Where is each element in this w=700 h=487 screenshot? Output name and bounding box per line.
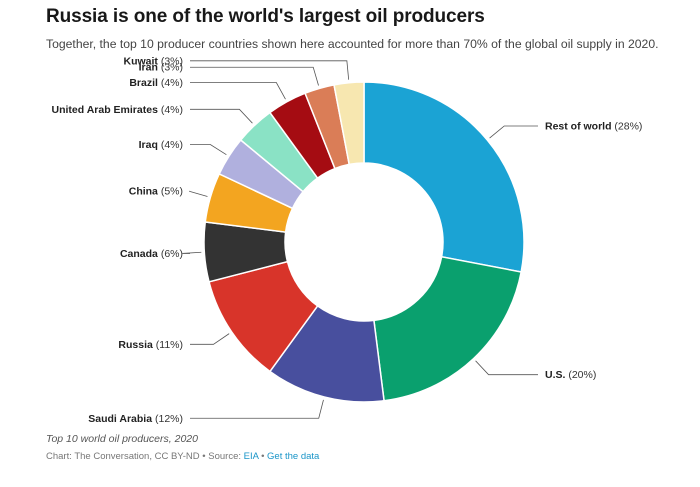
label-u-s: U.S. (20%)	[545, 369, 596, 381]
label-iraq: Iraq (4%)	[139, 139, 183, 151]
label-value-iran: (3%)	[161, 62, 183, 74]
label-value-canada: (6%)	[161, 248, 183, 260]
get-data-link[interactable]: Get the data	[267, 451, 320, 462]
donut-slices	[203, 81, 525, 403]
leader-line-china	[189, 190, 208, 197]
label-name-canada: Canada	[120, 248, 161, 260]
leader-line-u-s	[475, 360, 538, 376]
label-value-rest-of-world: (28%)	[614, 120, 642, 132]
label-value-u-s: (20%)	[568, 369, 596, 381]
leader-line-saudi-arabia	[190, 399, 324, 419]
label-name-brazil: Brazil	[129, 77, 161, 89]
label-russia: Russia (11%)	[118, 339, 183, 351]
label-saudi-arabia: Saudi Arabia (12%)	[88, 413, 183, 425]
label-name-iran: Iran	[139, 62, 161, 74]
donut-chart: Rest of world (28%) U.S. (20%) Saudi Arabi…	[52, 55, 643, 424]
slice-rest-of-world[interactable]	[363, 81, 525, 273]
credit-separator: •	[258, 451, 268, 462]
chart-credit: Chart: The Conversation, CC BY-ND • Sour…	[46, 451, 319, 462]
label-name-kuwait: Kuwait	[123, 55, 160, 67]
donut-labels: Rest of world (28%) U.S. (20%) Saudi Arabi…	[52, 55, 643, 424]
leader-line-rest-of-world	[489, 125, 538, 139]
leader-line-iraq	[190, 144, 227, 155]
label-name-saudi-arabia: Saudi Arabia	[88, 413, 155, 425]
slice-kuwait[interactable]	[333, 81, 365, 166]
source-link[interactable]: EIA	[243, 451, 259, 462]
leader-line-canada	[182, 251, 202, 254]
label-iran: Iran (3%)	[139, 62, 183, 74]
leader-line-brazil	[190, 82, 286, 100]
label-rest-of-world: Rest of world (28%)	[545, 120, 642, 132]
slice-u-s[interactable]	[373, 255, 523, 402]
label-name-iraq: Iraq	[139, 139, 161, 151]
label-name-united-arab-emirates: United Arab Emirates	[52, 104, 161, 116]
label-canada: Canada (6%)	[120, 248, 183, 260]
label-china: China (5%)	[129, 186, 183, 198]
label-name-china: China	[129, 186, 161, 198]
leader-line-iran	[190, 66, 319, 86]
label-name-rest-of-world: Rest of world	[545, 120, 614, 132]
chart-caption: Top 10 world oil producers, 2020	[46, 433, 198, 445]
leader-line-united-arab-emirates	[190, 108, 253, 124]
label-kuwait: Kuwait (3%)	[123, 55, 183, 67]
label-name-u-s: U.S.	[545, 369, 568, 381]
credit-text: Chart: The Conversation, CC BY-ND • Sour…	[46, 451, 244, 462]
label-value-united-arab-emirates: (4%)	[161, 104, 183, 116]
label-value-china: (5%)	[161, 186, 183, 198]
label-united-arab-emirates: United Arab Emirates (4%)	[52, 104, 183, 116]
leader-line-russia	[190, 333, 230, 345]
leader-line-kuwait	[190, 60, 350, 80]
label-value-saudi-arabia: (12%)	[155, 413, 183, 425]
label-brazil: Brazil (4%)	[129, 77, 183, 89]
label-value-iraq: (4%)	[161, 139, 183, 151]
label-name-russia: Russia	[118, 339, 155, 351]
label-value-russia: (11%)	[156, 339, 183, 351]
chart-subtitle: Together, the top 10 producer countries …	[46, 37, 659, 51]
chart-title: Russia is one of the world's largest oil…	[46, 6, 485, 27]
label-value-kuwait: (3%)	[161, 55, 183, 67]
label-value-brazil: (4%)	[161, 77, 183, 89]
